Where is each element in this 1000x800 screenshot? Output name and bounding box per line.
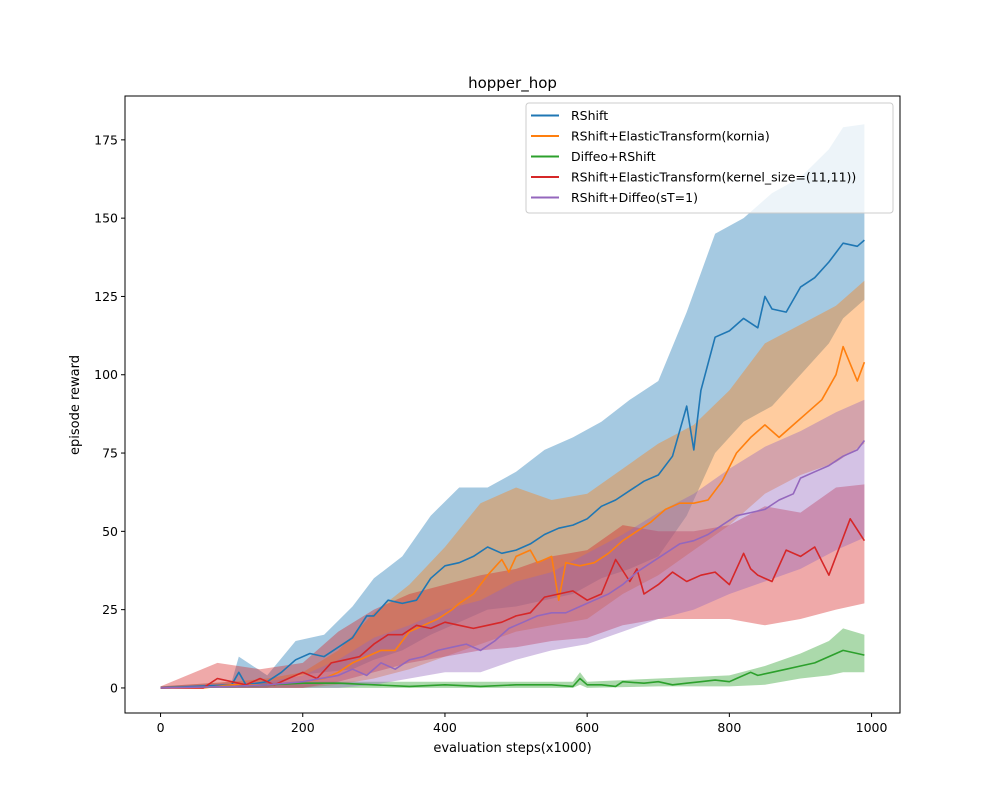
legend: RShift RShift+ElasticTransform(kornia) Dif… <box>525 102 894 214</box>
band-series-4 <box>160 399 865 688</box>
legend-label: RShift <box>571 108 608 123</box>
y-tick-label: 25 <box>102 602 118 617</box>
chart-title: hopper_hop <box>468 74 557 93</box>
band-series-3 <box>160 484 865 688</box>
line-series-2 <box>160 649 865 689</box>
line-series-1 <box>160 345 866 689</box>
y-axis-ticks: 0 25 50 75 100 125 150 175 <box>94 132 125 695</box>
y-tick-label: 150 <box>94 211 118 226</box>
band-series-1 <box>160 280 865 688</box>
y-tick-label: 100 <box>94 367 118 382</box>
y-tick-label: 75 <box>102 446 118 461</box>
y-tick-label: 0 <box>110 680 118 695</box>
x-tick-label: 600 <box>575 720 599 735</box>
x-tick-label: 0 <box>157 720 165 735</box>
x-tick-label: 400 <box>433 720 457 735</box>
line-series-0 <box>160 239 865 689</box>
legend-label: RShift+ElasticTransform(kornia) <box>571 129 770 144</box>
confidence-bands <box>160 124 865 688</box>
x-axis-label: evaluation steps(x1000) <box>433 741 591 756</box>
plot-frame <box>124 95 901 714</box>
x-tick-label: 200 <box>291 720 315 735</box>
x-tick-label: 1000 <box>856 720 888 735</box>
legend-label: RShift+ElasticTransform(kernel_size=(11,… <box>571 170 856 185</box>
legend-label: RShift+Diffeo(sT=1) <box>571 190 698 205</box>
line-series-4 <box>160 440 866 689</box>
y-tick-label: 175 <box>94 132 118 147</box>
series-lines <box>160 239 866 689</box>
x-axis-ticks: 0 200 400 600 800 1000 <box>157 713 888 735</box>
y-tick-label: 50 <box>102 524 118 539</box>
legend-box <box>525 102 894 214</box>
y-tick-label: 125 <box>94 289 118 304</box>
x-tick-label: 800 <box>717 720 741 735</box>
legend-label: Diffeo+RShift <box>571 149 656 164</box>
line-series-3 <box>160 517 866 689</box>
y-axis-label: episode reward <box>68 355 83 455</box>
band-series-0 <box>160 124 865 688</box>
